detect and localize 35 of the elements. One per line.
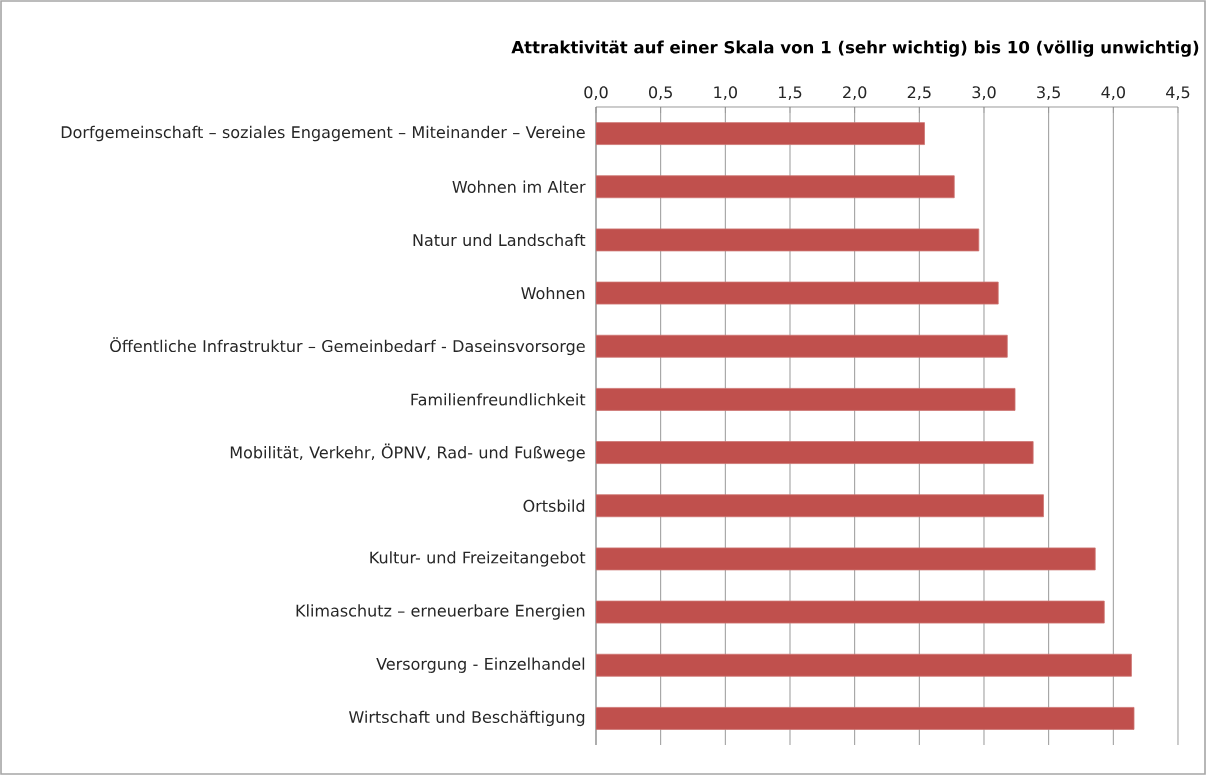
- x-tick-label: 1,0: [714, 86, 737, 100]
- y-tick-label: Versorgung - Einzelhandel: [376, 657, 585, 673]
- bar: [596, 281, 999, 305]
- y-tick-label: Natur und Landschaft: [413, 233, 586, 247]
- bar: [596, 122, 925, 145]
- y-tick-label: Dorfgemeinschaft – soziales Engagement – Miteinander – Vereine: [61, 125, 585, 142]
- x-tick-label: 4,0: [1101, 86, 1125, 100]
- x-tick-label: 0,5: [649, 86, 672, 100]
- y-tick-label: Klimaschutz – erneuerbare Energien: [296, 604, 585, 620]
- y-tick-label: Wohnen: [521, 286, 585, 300]
- x-tick-label: 2,5: [907, 86, 931, 100]
- chart-title: Attraktivität auf einer Skala von 1 (sehr wichtig) bis 10 (völlig unwichtig): [511, 40, 1199, 57]
- bar: [596, 707, 1135, 730]
- bar: [596, 547, 1096, 571]
- x-tick-label: 4,5: [1166, 86, 1190, 100]
- y-tick-label: Kultur- und Freizeitangebot: [370, 551, 586, 567]
- bar: [596, 175, 955, 199]
- y-tick-label: Öffentliche Infrastruktur – Gemeinbedarf - Daseinsvorsorge: [110, 337, 585, 356]
- bar: [596, 334, 1008, 358]
- x-tick-label: 3,0: [972, 86, 996, 100]
- y-tick-label: Mobilität, Verkehr, ÖPNV, Rad- und Fußwege: [230, 443, 585, 462]
- y-tick-label: Wohnen im Alter: [452, 180, 586, 193]
- x-tick-label: 1,5: [779, 86, 802, 100]
- x-tick-label: 2,0: [843, 86, 867, 100]
- x-tick-label: 3,5: [1037, 86, 1060, 100]
- y-tick-label: Ortsbild: [523, 499, 585, 512]
- y-tick-label: Familienfreundlichkeit: [411, 393, 586, 406]
- bar: [596, 228, 980, 252]
- bar: [596, 441, 1034, 464]
- y-tick-label: Wirtschaft und Beschäftigung: [348, 710, 585, 727]
- x-tick-label: 0,0: [584, 86, 608, 100]
- bar: [596, 600, 1105, 624]
- bar: [596, 388, 1016, 411]
- bar: [596, 653, 1132, 677]
- bar: [596, 494, 1044, 518]
